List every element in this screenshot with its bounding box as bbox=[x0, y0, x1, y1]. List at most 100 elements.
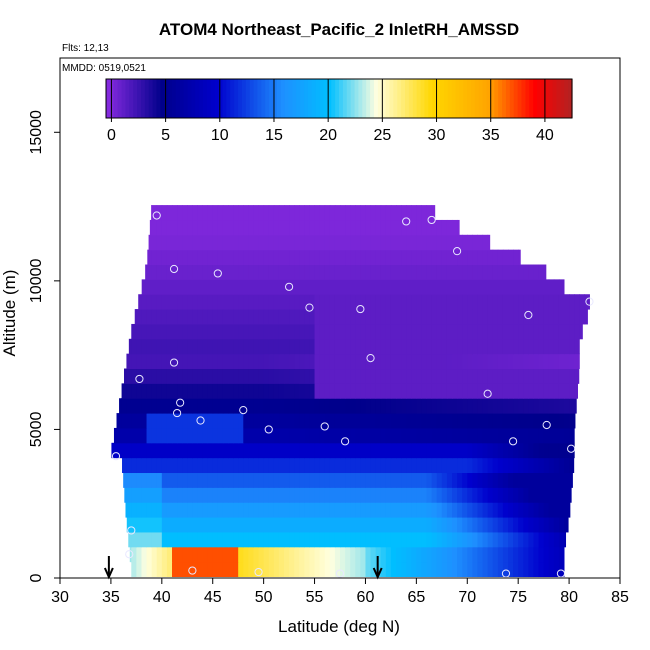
heatmap-cell bbox=[161, 234, 168, 251]
heatmap-cell bbox=[309, 309, 316, 325]
heatmap-cell bbox=[309, 398, 316, 414]
sample-point bbox=[402, 217, 411, 226]
heatmap-cell bbox=[482, 279, 489, 295]
heatmap-cell bbox=[462, 234, 468, 251]
heatmap-cell bbox=[151, 457, 158, 474]
heatmap-cell bbox=[278, 234, 285, 251]
heatmap-cell bbox=[492, 249, 499, 266]
heatmap-cell bbox=[166, 368, 173, 384]
heatmap-cell bbox=[161, 279, 168, 295]
heatmap-cell bbox=[131, 487, 137, 503]
heatmap-cell bbox=[324, 353, 331, 370]
heatmap-cell bbox=[396, 294, 402, 310]
sample-point bbox=[305, 303, 314, 312]
heatmap-cell bbox=[192, 294, 198, 310]
heatmap-cell bbox=[508, 457, 514, 474]
heatmap-cell bbox=[426, 323, 433, 340]
heatmap-cell bbox=[166, 531, 173, 548]
heatmap-cell bbox=[207, 234, 214, 251]
heatmap-cell bbox=[350, 309, 356, 325]
heatmap-cell bbox=[212, 219, 219, 236]
heatmap-cell bbox=[278, 442, 285, 459]
heatmap-cell bbox=[411, 368, 417, 384]
heatmap-cell bbox=[172, 502, 178, 518]
heatmap-cell bbox=[457, 457, 463, 474]
heatmap-cell bbox=[222, 457, 229, 474]
colorbar-swatch bbox=[370, 79, 375, 118]
heatmap-cell bbox=[166, 338, 173, 355]
heatmap-cell bbox=[329, 457, 336, 474]
heatmap-cell bbox=[299, 413, 305, 429]
colorbar-swatch bbox=[323, 79, 328, 118]
heatmap-cell bbox=[136, 561, 142, 578]
heatmap-cell bbox=[441, 353, 448, 370]
heatmap-cell bbox=[553, 353, 560, 370]
colorbar-swatch bbox=[385, 79, 391, 118]
heatmap-cell bbox=[284, 323, 290, 340]
heatmap-cell bbox=[151, 472, 158, 488]
heatmap-cell bbox=[304, 219, 310, 236]
heatmap-cell bbox=[284, 383, 290, 399]
heatmap-cell bbox=[370, 472, 377, 488]
heatmap-cell bbox=[523, 561, 529, 578]
heatmap-cell bbox=[390, 398, 397, 414]
heatmap-cell bbox=[360, 205, 366, 221]
heatmap-cell bbox=[421, 472, 428, 488]
heatmap-cell bbox=[329, 294, 336, 310]
heatmap-cell bbox=[502, 294, 509, 310]
heatmap-cell bbox=[228, 398, 234, 414]
heatmap-cell bbox=[482, 398, 489, 414]
heatmap-cell bbox=[564, 427, 570, 444]
heatmap-cell bbox=[124, 368, 127, 384]
heatmap-cell bbox=[182, 353, 188, 370]
heatmap-cell bbox=[258, 309, 265, 325]
colorbar-swatch bbox=[393, 79, 398, 118]
heatmap-cell bbox=[513, 442, 519, 459]
heatmap-cell bbox=[421, 546, 428, 563]
heatmap-cell bbox=[569, 427, 575, 444]
heatmap-cell bbox=[421, 205, 428, 221]
heatmap-cell bbox=[416, 294, 422, 310]
heatmap-cell bbox=[172, 279, 178, 295]
heatmap-cell bbox=[314, 309, 321, 325]
heatmap-cell bbox=[131, 398, 137, 414]
heatmap-cell bbox=[119, 398, 122, 414]
heatmap-cell bbox=[334, 487, 341, 503]
heatmap-cell bbox=[548, 353, 555, 370]
heatmap-cell bbox=[375, 279, 382, 295]
heatmap-cell bbox=[228, 472, 234, 488]
heatmap-cell bbox=[304, 234, 310, 251]
heatmap-cell bbox=[396, 309, 402, 325]
heatmap-cell bbox=[385, 546, 392, 563]
heatmap-cell bbox=[477, 502, 484, 518]
heatmap-cell bbox=[355, 457, 361, 474]
heatmap-cell bbox=[411, 457, 417, 474]
heatmap-cell bbox=[370, 502, 377, 518]
heatmap-cell bbox=[273, 279, 280, 295]
heatmap-cell bbox=[263, 561, 270, 578]
heatmap-cell bbox=[385, 457, 392, 474]
heatmap-cell bbox=[309, 472, 316, 488]
x-tick-label: 85 bbox=[611, 589, 629, 606]
heatmap-cell bbox=[380, 427, 387, 444]
heatmap-cell bbox=[396, 279, 402, 295]
heatmap-cell bbox=[558, 323, 565, 340]
heatmap-cell bbox=[396, 502, 402, 518]
heatmap-cell bbox=[523, 413, 529, 429]
heatmap-cell bbox=[156, 368, 163, 384]
colorbar-swatch bbox=[490, 79, 495, 118]
heatmap-cell bbox=[472, 368, 478, 384]
heatmap-cell bbox=[136, 472, 142, 488]
heatmap-cell bbox=[197, 368, 204, 384]
heatmap-cell bbox=[472, 457, 478, 474]
heatmap-cell bbox=[319, 205, 326, 221]
heatmap-cell bbox=[426, 309, 433, 325]
heatmap-cell bbox=[294, 517, 300, 533]
heatmap-cell bbox=[304, 531, 310, 548]
heatmap-cell bbox=[324, 487, 331, 503]
heatmap-cell bbox=[497, 309, 504, 325]
heatmap-cell bbox=[508, 472, 514, 488]
flight-arrow-head bbox=[372, 567, 383, 580]
heatmap-cell bbox=[289, 457, 295, 474]
heatmap-cell bbox=[222, 353, 229, 370]
